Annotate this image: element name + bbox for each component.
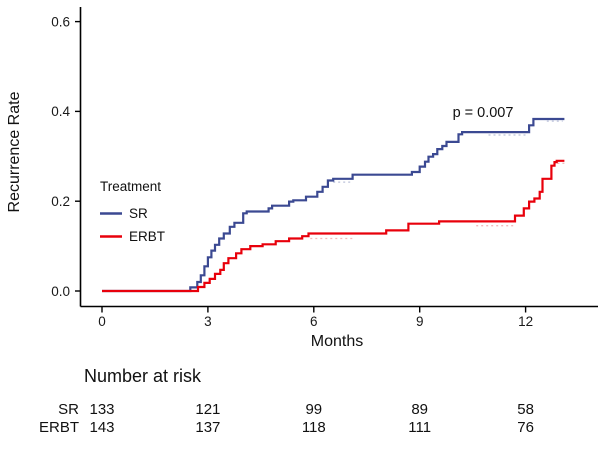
risk-row-sr: SR 133 121 99 89 58 <box>58 401 534 418</box>
y-tick-marks <box>75 20 81 292</box>
x-tick-label-6: 6 <box>310 314 318 329</box>
risk-erbt-t12: 76 <box>517 419 534 436</box>
x-tick-label-9: 9 <box>416 314 424 329</box>
legend-entry-erbt: ERBT <box>100 229 165 244</box>
x-tick-label-3: 3 <box>204 314 212 329</box>
risk-row-label-erbt: ERBT <box>39 419 79 436</box>
risk-sr-t6: 99 <box>305 401 322 418</box>
p-value-annotation: p = 0.007 <box>453 105 514 121</box>
x-tick-marks <box>101 306 527 313</box>
risk-table: Number at risk SR 133 121 99 89 58 ERBT … <box>39 366 534 436</box>
risk-sr-t3: 121 <box>195 401 220 418</box>
risk-table-title: Number at risk <box>84 366 202 386</box>
legend-title: Treatment <box>100 179 161 194</box>
risk-sr-t9: 89 <box>411 401 428 418</box>
risk-erbt-t0: 143 <box>89 419 114 436</box>
risk-erbt-t9: 111 <box>408 419 431 436</box>
risk-row-erbt: ERBT 143 137 118 111 76 <box>39 419 534 436</box>
erbt-curve <box>102 159 565 293</box>
x-axis-title: Months <box>311 333 363 350</box>
censor-marks <box>310 120 566 240</box>
y-tick-label-0.4: 0.4 <box>51 104 70 119</box>
risk-sr-t12: 58 <box>517 401 534 418</box>
y-tick-label-0.2: 0.2 <box>51 194 70 209</box>
risk-erbt-t6: 118 <box>302 419 326 436</box>
y-tick-label-0.6: 0.6 <box>51 14 70 29</box>
sr-curve <box>102 117 565 293</box>
risk-erbt-t3: 137 <box>195 419 220 436</box>
legend: Treatment SR ERBT <box>100 179 165 244</box>
legend-entry-sr: SR <box>100 206 148 221</box>
y-tick-label-0.0: 0.0 <box>51 284 70 299</box>
risk-sr-t0: 133 <box>89 401 114 418</box>
legend-label-sr: SR <box>129 206 148 221</box>
y-axis-title: Recurrence Rate <box>6 91 23 212</box>
legend-label-erbt: ERBT <box>129 229 165 244</box>
x-tick-label-0: 0 <box>98 314 106 329</box>
risk-row-label-sr: SR <box>58 401 79 418</box>
x-tick-label-12: 12 <box>518 314 533 329</box>
